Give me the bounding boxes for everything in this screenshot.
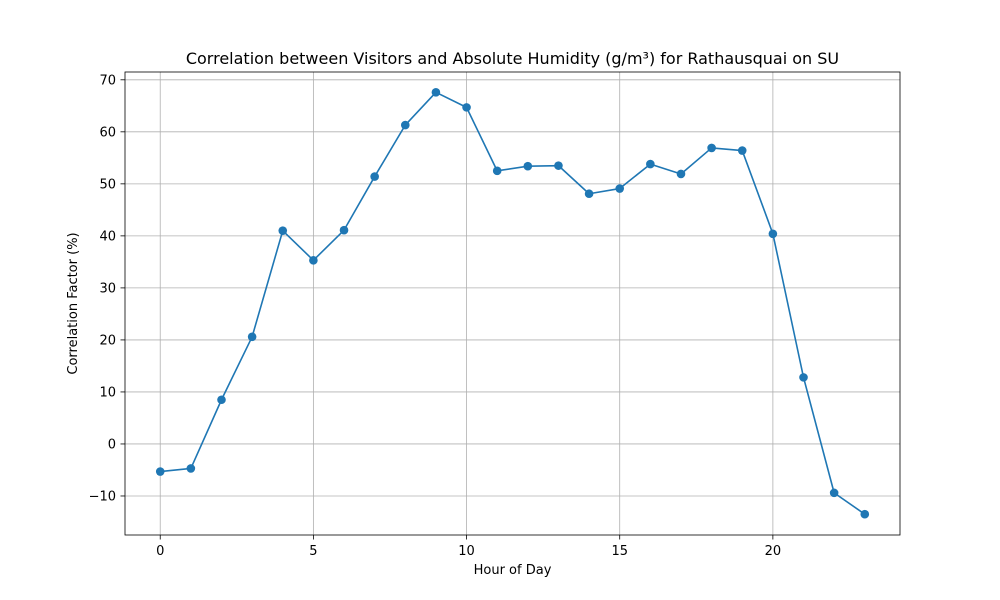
chart-title: Correlation between Visitors and Absolut…: [186, 49, 839, 68]
y-tick-label: 60: [99, 125, 116, 140]
grid: [125, 72, 900, 535]
y-tick-label: 70: [99, 73, 116, 88]
data-point: [492, 166, 502, 176]
data-point: [400, 120, 410, 130]
data-point: [278, 226, 288, 235]
data-point: [799, 373, 808, 382]
data-point: [615, 184, 625, 193]
data-point: [339, 225, 349, 235]
y-tick-label: −10: [89, 489, 116, 504]
axis-ticks: 0 5 10 15 20 −10 0 10 20 30 40 50 60 70: [89, 73, 782, 559]
data-point: [431, 87, 441, 97]
data-point: [860, 509, 870, 519]
series-layer: [155, 87, 870, 519]
data-point: [523, 161, 533, 171]
x-axis-label: Hour of Day: [474, 563, 552, 578]
data-point: [554, 161, 563, 170]
data-point: [584, 189, 594, 199]
data-point: [768, 229, 778, 239]
data-point: [309, 256, 318, 265]
y-tick-label: 20: [99, 333, 116, 348]
y-tick-label: 30: [99, 281, 116, 296]
data-point: [829, 488, 839, 498]
data-point: [186, 464, 196, 473]
x-tick-label: 5: [309, 544, 317, 559]
plot-frame: [124, 71, 901, 536]
series-line: [160, 91, 866, 515]
y-axis-label: Correlation Factor (%): [66, 232, 81, 374]
data-point: [217, 395, 226, 405]
data-point: [155, 467, 165, 476]
data-point: [707, 143, 716, 153]
x-tick-label: 15: [611, 544, 628, 559]
y-tick-label: 40: [99, 229, 116, 244]
y-tick-label: 50: [99, 177, 116, 192]
y-tick-label: 10: [99, 385, 116, 400]
data-point: [646, 159, 655, 169]
x-tick-label: 10: [458, 544, 475, 559]
data-point: [737, 146, 747, 155]
y-tick-label: 0: [108, 437, 116, 452]
data-point: [247, 332, 257, 342]
data-point: [676, 169, 686, 179]
x-tick-label: 0: [156, 544, 164, 559]
x-tick-label: 20: [765, 544, 782, 559]
data-point: [370, 172, 379, 181]
data-point: [462, 103, 471, 112]
